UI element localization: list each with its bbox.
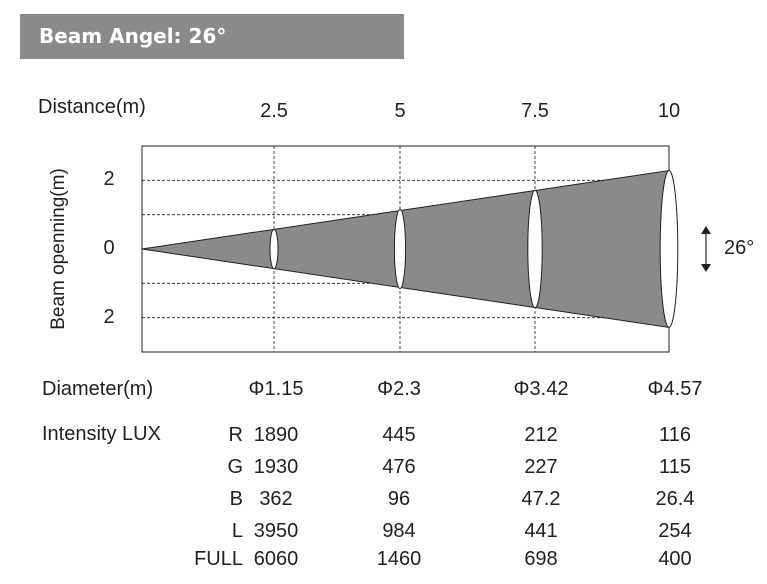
x-tick-2: 7.5 <box>521 100 549 122</box>
x-tick-0: 2.5 <box>260 100 288 122</box>
lux-value: 441 <box>524 520 558 542</box>
lux-value: 115 <box>659 456 691 478</box>
beam-section-0 <box>269 228 279 270</box>
lux-value: 1930 <box>253 456 299 478</box>
diameter-value-3: Φ4.57 <box>647 378 703 400</box>
lux-value: 400 <box>658 548 692 570</box>
x-tick-3: 10 <box>657 100 681 122</box>
diameter-label: Diameter(m) <box>42 378 154 400</box>
angle-arrow-head-down <box>701 264 711 272</box>
intensity-label: Intensity LUX <box>42 423 161 445</box>
x-axis-label: Distance(m) <box>38 96 146 118</box>
lux-value: 476 <box>382 456 416 478</box>
x-tick-1: 5 <box>394 100 406 122</box>
beam-section-2 <box>527 189 543 309</box>
lux-value: 698 <box>524 548 558 570</box>
beam-angle-label: 26° <box>724 237 755 259</box>
y-tick-0: 2 <box>103 168 115 191</box>
diameter-value-2: Φ3.42 <box>513 378 569 400</box>
channel-label-g: G <box>227 456 243 478</box>
lux-value: 984 <box>382 520 416 542</box>
lux-value: 96 <box>387 488 411 510</box>
channel-label-full: FULL <box>194 548 243 570</box>
lux-value: 3950 <box>253 520 299 542</box>
lux-value: 227 <box>524 456 558 478</box>
title-bar: Beam Angel: 26° <box>20 14 404 59</box>
lux-value: 26.4 <box>655 488 695 510</box>
beam-section-1 <box>393 209 407 289</box>
y-tick-2: 2 <box>103 305 115 328</box>
angle-arrow-head-up <box>701 226 711 234</box>
lux-value: 445 <box>382 424 416 446</box>
lux-value: 1890 <box>253 424 299 446</box>
lux-value: 362 <box>259 488 293 510</box>
lux-value: 47.2 <box>521 488 561 510</box>
channel-label-b: B <box>229 488 243 510</box>
channel-label-l: L <box>231 520 243 542</box>
beam-section-3 <box>659 170 679 328</box>
diameter-value-1: Φ2.3 <box>377 378 421 400</box>
channel-label-r: R <box>228 424 243 446</box>
lux-value: 212 <box>524 424 558 446</box>
y-axis-label: Beam openning(m) <box>48 168 69 330</box>
diameter-value-0: Φ1.15 <box>248 378 304 400</box>
y-tick-1: 0 <box>103 237 115 259</box>
lux-value: 6060 <box>253 548 299 570</box>
chart-title: Beam Angel: 26° <box>39 24 227 48</box>
lux-value: 254 <box>658 520 692 542</box>
lux-value: 116 <box>659 424 691 446</box>
lux-value: 1460 <box>376 548 422 570</box>
